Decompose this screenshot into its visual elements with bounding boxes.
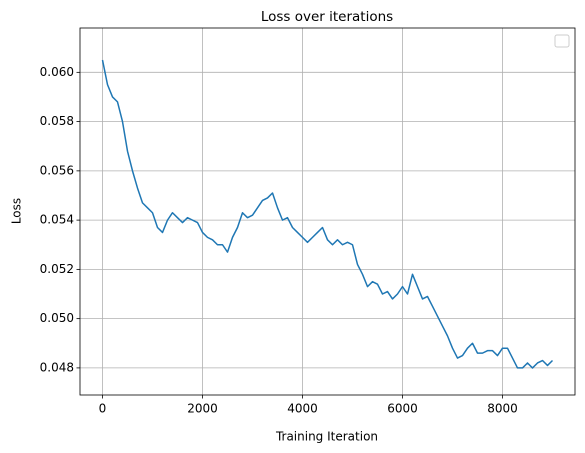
x-tick-label: 4000 [287, 402, 318, 416]
line-series [101, 59, 554, 369]
y-tick-label: 0.048 [40, 360, 74, 374]
y-tick-label: 0.052 [40, 262, 74, 276]
y-tick-label: 0.058 [40, 114, 74, 128]
x-axis-label: Training Iteration [275, 430, 378, 444]
y-axis-label: Loss [10, 198, 24, 224]
axes-frame [79, 27, 576, 396]
x-tick-label: 8000 [487, 402, 518, 416]
x-tick-label: 6000 [387, 402, 418, 416]
y-tick-label: 0.050 [40, 311, 74, 325]
x-tick-label: 0 [99, 402, 107, 416]
legend-box [554, 34, 570, 48]
y-tick-label: 0.060 [40, 65, 74, 79]
y-tick-label: 0.056 [40, 163, 74, 177]
y-tick-label: 0.054 [40, 213, 74, 227]
chart-title: Loss over iterations [261, 9, 393, 25]
x-tick-label: 2000 [187, 402, 218, 416]
plot-area [80, 28, 575, 395]
